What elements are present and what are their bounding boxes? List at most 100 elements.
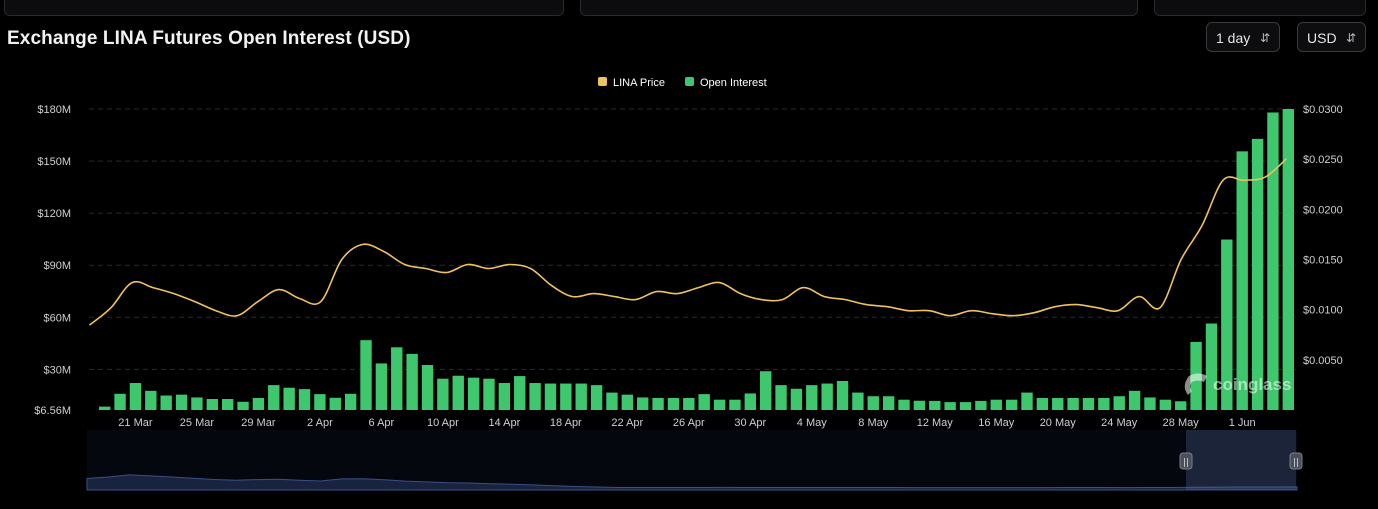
x-tick-label: 10 Apr	[427, 417, 459, 429]
x-tick-label: 22 Apr	[611, 417, 643, 429]
navigator-selection[interactable]	[1186, 430, 1296, 490]
open-interest-bar	[667, 397, 680, 410]
y-left-tick-label: $90M	[43, 260, 71, 272]
open-interest-bar	[1221, 239, 1233, 410]
top-card-1	[4, 0, 564, 16]
interval-select[interactable]: 1 day ⇵	[1206, 22, 1280, 52]
open-interest-bar	[882, 396, 895, 410]
open-interest-bar	[944, 402, 956, 410]
open-interest-bar	[1067, 397, 1079, 410]
open-interest-bar	[729, 399, 741, 410]
open-interest-bar	[1175, 401, 1187, 410]
handle-right-grip-icon: ||	[1293, 458, 1299, 468]
x-tick-label: 4 May	[797, 417, 827, 429]
x-tick-label: 6 Apr	[369, 417, 395, 429]
x-tick-label: 21 Mar	[118, 417, 153, 429]
open-interest-bar	[514, 376, 526, 410]
open-interest-bar	[252, 397, 265, 410]
y-left-tick-label: $30M	[43, 364, 71, 376]
open-interest-bar	[1021, 392, 1033, 410]
open-interest-bar	[852, 392, 864, 410]
open-interest-bar	[221, 398, 234, 410]
open-interest-bar	[452, 375, 464, 410]
currency-select-value: USD	[1307, 30, 1337, 46]
y-left-tick-label: $60M	[43, 312, 71, 324]
open-interest-bar	[483, 378, 495, 410]
open-interest-bar	[1036, 397, 1049, 410]
open-interest-bar	[867, 396, 879, 410]
x-tick-label: 30 Apr	[734, 417, 766, 429]
open-interest-bar	[590, 385, 603, 410]
x-tick-label: 14 Apr	[488, 417, 520, 429]
x-tick-label: 12 May	[917, 417, 954, 429]
navigator-handle-left[interactable]: ||	[1179, 452, 1193, 470]
y-axis-left: $6.56M $30M $60M $90M $120M $150M $180M	[34, 104, 71, 417]
chevron-updown-icon: ⇵	[1259, 31, 1270, 45]
open-interest-bar	[698, 394, 710, 410]
lina-price-line	[89, 158, 1287, 326]
open-interest-bar	[206, 398, 218, 410]
legend-item-lina-price[interactable]: LINA Price	[598, 77, 665, 89]
open-interest-bar	[959, 402, 972, 410]
open-interest-bar	[421, 364, 434, 410]
open-interest-bar	[544, 383, 557, 410]
y-left-tick-label: $120M	[37, 208, 71, 220]
open-interest-bar	[375, 363, 388, 410]
open-interest-bar	[1113, 396, 1125, 410]
navigator-area	[86, 474, 1298, 491]
x-tick-label: 8 May	[858, 417, 888, 429]
open-interest-bar	[652, 397, 664, 410]
y-right-tick-label: $0.0250	[1303, 154, 1343, 166]
open-interest-bar	[1236, 151, 1248, 411]
open-interest-bar	[1098, 397, 1110, 410]
open-interest-bar	[298, 389, 311, 410]
x-tick-label: 2 Apr	[307, 417, 333, 429]
open-interest-bar	[913, 400, 926, 410]
open-interest-bars	[98, 109, 1295, 411]
x-tick-label: 29 Mar	[241, 417, 276, 429]
open-interest-bar	[606, 392, 618, 410]
open-interest-bar	[406, 353, 418, 410]
page-title: Exchange LINA Futures Open Interest (USD…	[7, 28, 411, 49]
open-interest-bar	[621, 394, 634, 410]
legend-swatch-open-interest	[685, 77, 694, 86]
x-tick-label: 24 May	[1101, 417, 1138, 429]
open-interest-bar	[821, 383, 833, 410]
open-interest-bar	[1144, 397, 1156, 410]
open-interest-bar	[929, 400, 941, 410]
open-interest-bar	[237, 401, 249, 410]
open-interest-bar	[1267, 112, 1279, 410]
legend-label-lina-price: LINA Price	[613, 77, 665, 89]
y-left-tick-label: $180M	[37, 104, 71, 116]
y-right-tick-label: $0.0050	[1303, 355, 1343, 367]
open-interest-bar	[975, 400, 987, 410]
x-axis: 21 Mar 25 Mar 29 Mar 2 Apr 6 Apr 10 Apr 14 Apr…	[118, 417, 1255, 429]
open-interest-bar	[1205, 323, 1218, 410]
open-interest-bar	[790, 388, 803, 410]
handle-left-box	[1179, 452, 1193, 470]
y-right-tick-label: $0.0300	[1303, 104, 1343, 116]
legend-item-open-interest[interactable]: Open Interest	[685, 77, 767, 89]
open-interest-bar	[1082, 397, 1095, 410]
handle-left-grip-icon: ||	[1183, 458, 1189, 468]
open-interest-bar	[175, 394, 188, 410]
open-interest-bar	[1005, 399, 1018, 410]
open-interest-bar	[775, 385, 787, 410]
interval-select-value: 1 day	[1216, 30, 1251, 46]
open-interest-bar	[836, 380, 849, 410]
open-interest-bar	[437, 378, 449, 410]
open-interest-bar	[1251, 138, 1264, 410]
x-tick-label: 16 May	[978, 417, 1015, 429]
open-interest-bar	[283, 387, 295, 410]
navigator-handle-right[interactable]: ||	[1289, 452, 1303, 470]
legend: LINA Price Open Interest	[598, 77, 767, 89]
y-left-tick-label: $150M	[37, 156, 71, 168]
open-interest-bar	[744, 393, 756, 410]
range-navigator[interactable]: || ||	[86, 430, 1303, 491]
open-interest-bar	[560, 383, 572, 410]
currency-select[interactable]: USD ⇵	[1297, 22, 1366, 52]
open-interest-bar	[759, 371, 772, 410]
coinglass-logo-icon	[1184, 373, 1207, 395]
x-tick-label: 20 May	[1040, 417, 1077, 429]
open-interest-bar	[98, 406, 111, 410]
